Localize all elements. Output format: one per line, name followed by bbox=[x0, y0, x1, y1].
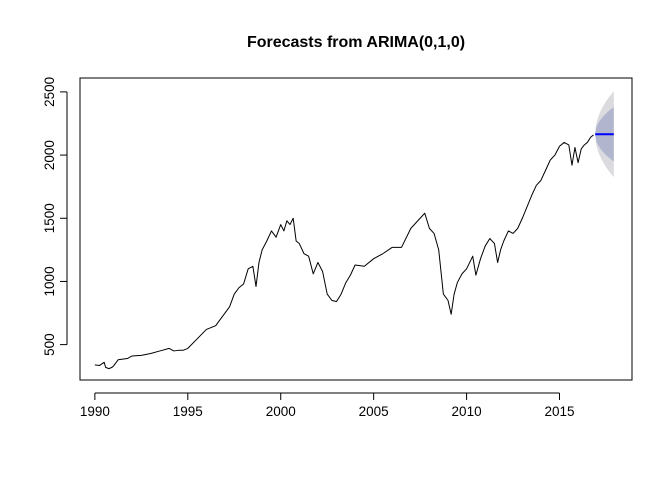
x-tick-label: 1990 bbox=[80, 404, 110, 419]
x-tick-label: 2010 bbox=[452, 404, 482, 419]
x-tick-label: 2000 bbox=[266, 404, 296, 419]
chart-title: Forecasts from ARIMA(0,1,0) bbox=[247, 34, 465, 51]
y-axis: 500 1000 1500 2000 2500 bbox=[42, 77, 68, 356]
x-tick-label: 1995 bbox=[173, 404, 203, 419]
plot-frame bbox=[79, 77, 633, 381]
x-tick-label: 2015 bbox=[544, 404, 574, 419]
y-tick-label: 1000 bbox=[42, 266, 57, 296]
observed-series-line bbox=[94, 134, 594, 370]
x-tick-label: 2005 bbox=[359, 404, 389, 419]
x-axis: 1990 1995 2000 2005 2010 2015 bbox=[80, 392, 575, 419]
series-lines bbox=[94, 133, 614, 370]
y-tick-label: 500 bbox=[42, 333, 57, 356]
y-tick-label: 1500 bbox=[42, 203, 57, 233]
y-tick-label: 2500 bbox=[42, 77, 57, 107]
y-tick-label: 2000 bbox=[42, 140, 57, 170]
